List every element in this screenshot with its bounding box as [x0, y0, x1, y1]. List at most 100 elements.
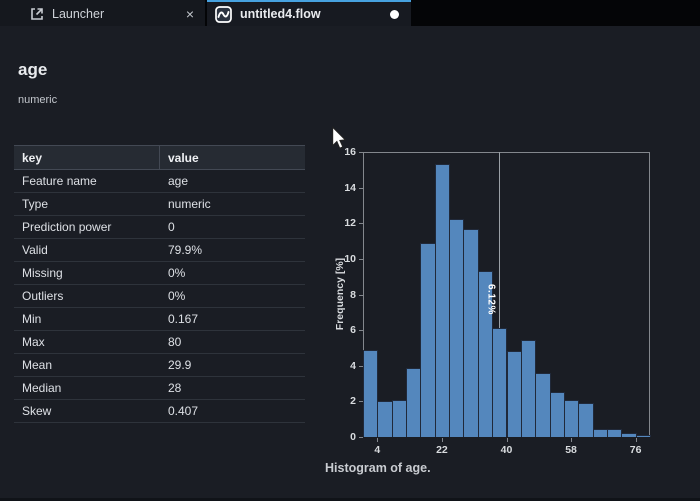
- table-header-value: value: [168, 150, 199, 165]
- close-icon[interactable]: ×: [185, 6, 194, 22]
- y-tick-mark: [359, 258, 363, 260]
- table-header-row: key value: [14, 145, 305, 170]
- histogram-bar[interactable]: [520, 339, 537, 437]
- table-cell-value: age: [168, 174, 189, 188]
- flow-icon: [215, 5, 232, 23]
- histogram-bar[interactable]: [506, 350, 522, 437]
- table-cell-key: Type: [22, 197, 49, 211]
- histogram-bar[interactable]: [592, 428, 608, 437]
- launcher-icon: [30, 7, 44, 21]
- table-cell-key: Skew: [22, 404, 52, 418]
- chart-caption: Histogram of age.: [325, 461, 431, 475]
- histogram-bar[interactable]: [535, 372, 551, 437]
- table-cell-value: 79.9%: [168, 243, 203, 257]
- histogram-bar[interactable]: [449, 218, 465, 437]
- table-cell-value: numeric: [168, 197, 211, 211]
- mouse-cursor: [330, 126, 348, 155]
- table-row: Feature name age: [14, 170, 305, 193]
- x-tick-mark: [441, 438, 443, 442]
- y-tick-mark: [359, 401, 363, 403]
- table-cell-value: 0%: [168, 266, 186, 280]
- histogram-bar[interactable]: [391, 399, 408, 437]
- feature-stats-table: key value Feature name age Type numeric Pred…: [14, 145, 305, 423]
- histogram-bar[interactable]: [606, 428, 623, 437]
- histogram-bar[interactable]: [549, 391, 565, 437]
- table-header-key: key: [14, 146, 160, 169]
- tab-bar: Launcher × untitled4.flow: [0, 0, 700, 26]
- histogram-bar[interactable]: [363, 349, 379, 437]
- x-tick-label: 22: [436, 444, 448, 456]
- histogram-bar[interactable]: [420, 242, 436, 437]
- y-tick-mark: [359, 223, 363, 225]
- y-tick-mark: [359, 187, 363, 189]
- x-tick-mark: [377, 438, 379, 442]
- table-cell-value: 28: [168, 381, 182, 395]
- histogram-bar[interactable]: [492, 327, 508, 437]
- histogram-bar[interactable]: [621, 433, 637, 437]
- y-tick-label: 0: [350, 431, 356, 443]
- table-row: Prediction power 0: [14, 216, 305, 239]
- bar-value-tooltip: 6.12%: [485, 283, 497, 315]
- table-row: Missing 0%: [14, 262, 305, 285]
- table-cell-key: Mean: [22, 358, 53, 372]
- feature-type-subtitle: numeric: [18, 94, 58, 106]
- table-row: Valid 79.9%: [14, 239, 305, 262]
- x-tick-label: 76: [629, 444, 642, 456]
- table-cell-value: 80: [168, 335, 182, 349]
- histogram-bar[interactable]: [406, 368, 422, 437]
- y-tick-mark: [359, 437, 363, 438]
- table-row: Type numeric: [14, 193, 305, 216]
- table-cell-key: Max: [22, 335, 45, 349]
- histogram-bar[interactable]: [635, 435, 651, 437]
- table-row: Median 28: [14, 377, 305, 400]
- table-cell-value: 29.9: [168, 358, 192, 372]
- table-cell-key: Outliers: [22, 289, 64, 303]
- y-tick-mark: [359, 365, 363, 367]
- y-tick-label: 16: [344, 146, 356, 158]
- x-tick-mark: [571, 438, 573, 442]
- table-cell-key: Feature name: [22, 174, 97, 188]
- y-tick-label: 12: [344, 217, 356, 230]
- table-cell-key: Prediction power: [22, 220, 112, 234]
- y-tick-label: 8: [350, 288, 356, 301]
- histogram-bar[interactable]: [563, 400, 580, 437]
- table-row: Min 0.167: [14, 308, 305, 331]
- table-row: Outliers 0%: [14, 285, 305, 308]
- y-tick-label: 4: [350, 359, 356, 372]
- x-tick-mark: [506, 438, 508, 442]
- histogram-bar[interactable]: [377, 401, 393, 437]
- window-bottom-edge: [0, 498, 700, 501]
- y-tick-label: 2: [350, 395, 356, 408]
- hover-reference-line: [499, 152, 501, 328]
- tab-launcher[interactable]: Launcher ×: [0, 0, 205, 26]
- table-row: Max 80: [14, 331, 305, 354]
- table-cell-value: 0: [168, 220, 175, 234]
- tab-launcher-label: Launcher: [52, 7, 105, 21]
- table-cell-key: Missing: [22, 266, 63, 280]
- y-tick-label: 6: [350, 324, 356, 337]
- y-tick-mark: [359, 294, 363, 296]
- y-tick-label: 14: [344, 181, 356, 194]
- table-cell-value: 0.407: [168, 404, 199, 418]
- table-cell-key: Valid: [22, 243, 48, 257]
- x-tick-mark: [635, 438, 637, 442]
- y-tick-label: 10: [344, 252, 356, 265]
- stats-table-body: Feature name age Type numeric Prediction pow…: [14, 170, 305, 423]
- y-tick-mark: [359, 152, 363, 153]
- table-cell-value: 0%: [168, 289, 186, 303]
- histogram-bar[interactable]: [463, 229, 479, 437]
- x-tick-label: 40: [500, 444, 513, 456]
- table-row: Mean 29.9: [14, 354, 305, 377]
- histogram-bar[interactable]: [578, 403, 594, 437]
- tab-untitled4-flow[interactable]: untitled4.flow: [207, 0, 411, 26]
- y-tick-mark: [359, 330, 363, 332]
- table-cell-key: Median: [22, 381, 62, 395]
- x-tick-label: 58: [565, 444, 577, 456]
- x-tick-label: 4: [374, 444, 381, 456]
- histogram-bar[interactable]: [434, 163, 451, 437]
- unsaved-changes-dot[interactable]: [390, 9, 399, 19]
- tab-flow-label: untitled4.flow: [240, 7, 321, 21]
- feature-title: age: [18, 60, 48, 79]
